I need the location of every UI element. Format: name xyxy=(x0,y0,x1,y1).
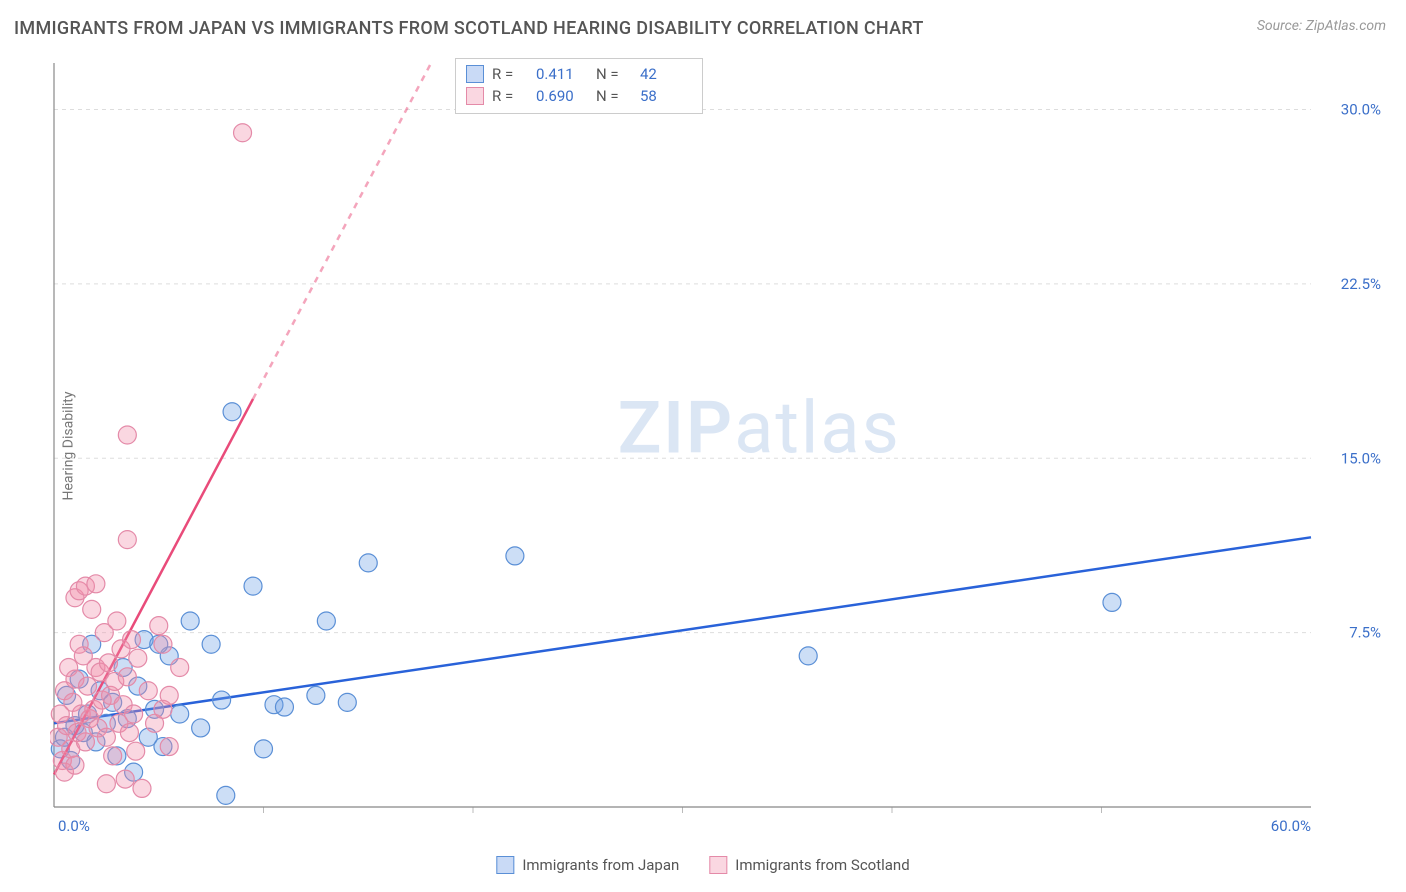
svg-text:0.0%: 0.0% xyxy=(58,817,90,835)
r-label: R = xyxy=(492,85,528,107)
svg-text:60.0%: 60.0% xyxy=(1271,817,1311,835)
n-value: 58 xyxy=(640,85,692,107)
swatch-blue xyxy=(496,856,514,874)
n-label: N = xyxy=(596,63,632,85)
chart-title: IMMIGRANTS FROM JAPAN VS IMMIGRANTS FROM… xyxy=(14,18,924,39)
stats-row-1: R = 0.690 N = 58 xyxy=(466,85,692,107)
stats-row-0: R = 0.411 N = 42 xyxy=(466,63,692,85)
scatter-chart: 7.5% 15.0% 22.5% 30.0% 0.0% 60.0% xyxy=(50,55,1391,837)
legend-item-japan: Immigrants from Japan xyxy=(496,856,679,874)
chart-area: 7.5% 15.0% 22.5% 30.0% 0.0% 60.0% xyxy=(50,55,1391,837)
source-label: Source: ZipAtlas.com xyxy=(1257,18,1386,34)
r-label: R = xyxy=(492,63,528,85)
n-value: 42 xyxy=(640,63,692,85)
legend-label: Immigrants from Scotland xyxy=(735,856,909,874)
svg-text:30.0%: 30.0% xyxy=(1341,101,1381,119)
legend-label: Immigrants from Japan xyxy=(522,856,679,874)
series-legend: Immigrants from Japan Immigrants from Sc… xyxy=(496,856,909,874)
r-value: 0.411 xyxy=(536,63,588,85)
svg-text:15.0%: 15.0% xyxy=(1341,449,1381,467)
n-label: N = xyxy=(596,85,632,107)
r-value: 0.690 xyxy=(536,85,588,107)
legend-item-scotland: Immigrants from Scotland xyxy=(709,856,909,874)
swatch-pink xyxy=(466,87,484,105)
svg-text:7.5%: 7.5% xyxy=(1349,624,1381,642)
swatch-blue xyxy=(466,65,484,83)
svg-text:22.5%: 22.5% xyxy=(1341,275,1381,293)
stats-legend: R = 0.411 N = 42 R = 0.690 N = 58 xyxy=(455,58,703,114)
swatch-pink xyxy=(709,856,727,874)
